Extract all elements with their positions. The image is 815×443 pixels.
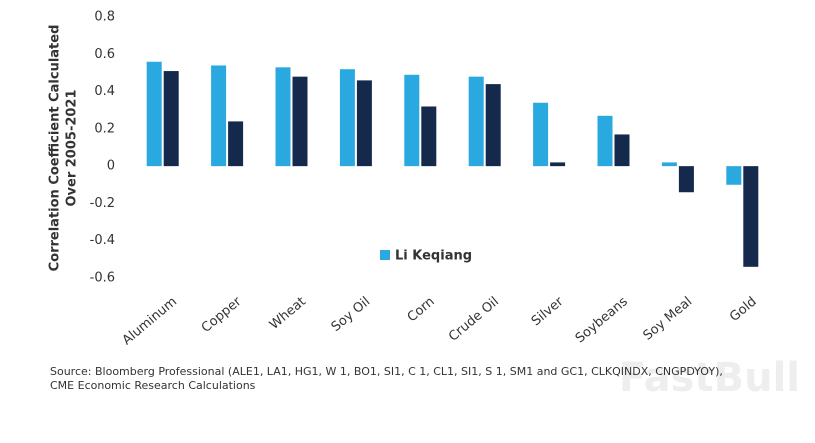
bar bbox=[146, 61, 162, 167]
bar bbox=[421, 106, 437, 167]
bar bbox=[661, 162, 677, 167]
bar bbox=[550, 162, 566, 167]
bar bbox=[533, 102, 549, 167]
x-tick-label: Corn bbox=[405, 294, 438, 325]
x-tick-label: Soy Meal bbox=[641, 294, 696, 343]
bar bbox=[597, 115, 613, 167]
bar bbox=[163, 71, 179, 167]
bar bbox=[228, 121, 244, 167]
y-tick-label: -0.6 bbox=[90, 271, 115, 286]
bar bbox=[678, 166, 694, 193]
bar bbox=[275, 67, 291, 167]
bar bbox=[211, 65, 227, 167]
y-tick-label: -0.4 bbox=[90, 233, 115, 248]
bar bbox=[485, 84, 501, 167]
bar bbox=[726, 166, 742, 185]
x-tick-label: Gold bbox=[727, 294, 760, 325]
y-tick-label: 0.2 bbox=[94, 121, 115, 136]
x-tick-label: Crude Oil bbox=[446, 294, 502, 344]
y-tick-label: 0.6 bbox=[94, 47, 115, 62]
x-tick-label: Silver bbox=[529, 294, 567, 329]
legend-label: Li Keqiang bbox=[395, 249, 472, 264]
bar bbox=[404, 74, 420, 167]
x-tick-label: Wheat bbox=[267, 294, 309, 333]
y-axis-title: Correlation Coefficient Calculated bbox=[48, 25, 63, 272]
bar bbox=[743, 166, 759, 267]
source-note: Source: Bloomberg Professional (ALE1, LA… bbox=[50, 365, 723, 378]
bar bbox=[468, 76, 484, 167]
bar bbox=[356, 80, 372, 167]
bar bbox=[614, 134, 630, 167]
bar bbox=[339, 69, 355, 167]
x-tick-label: Soybeans bbox=[573, 294, 631, 346]
x-tick-label: Aluminum bbox=[120, 294, 180, 348]
bar bbox=[292, 76, 308, 167]
watermark: FastBull bbox=[619, 355, 800, 401]
y-tick-label: 0.8 bbox=[94, 10, 115, 25]
source-note: CME Economic Research Calculations bbox=[50, 379, 256, 392]
x-tick-label: Soy Oil bbox=[329, 294, 373, 335]
y-axis-title: Over 2005-2021 bbox=[65, 89, 80, 206]
y-tick-label: 0 bbox=[107, 159, 115, 174]
x-tick-label: Copper bbox=[199, 294, 245, 336]
y-tick-label: -0.2 bbox=[90, 196, 115, 211]
legend-swatch bbox=[380, 250, 390, 260]
y-tick-label: 0.4 bbox=[94, 84, 115, 99]
